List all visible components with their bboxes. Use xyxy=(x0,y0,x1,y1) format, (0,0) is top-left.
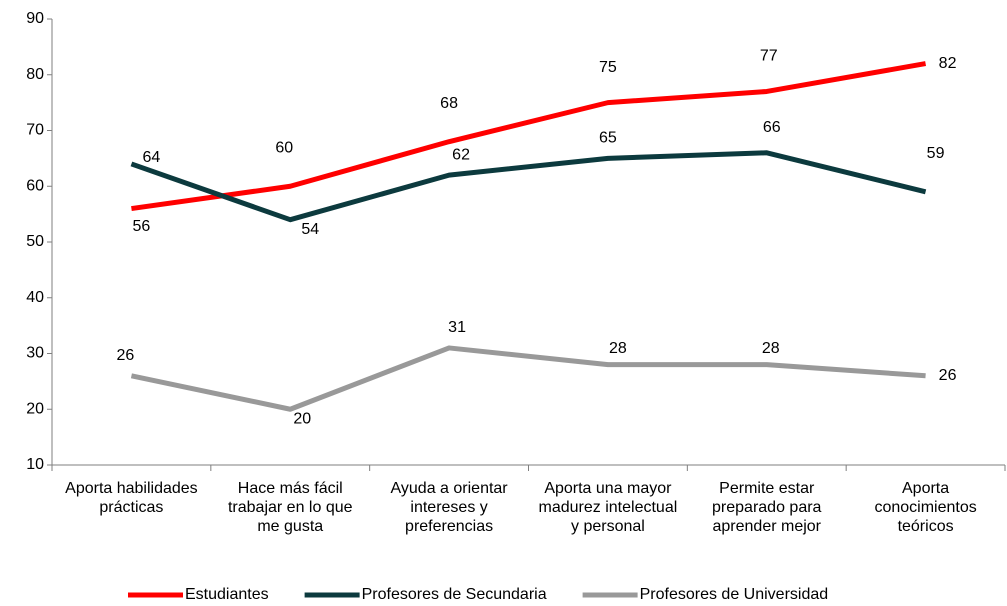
data-label: 26 xyxy=(117,347,135,364)
y-tick-label: 80 xyxy=(26,66,44,83)
data-label: 62 xyxy=(452,146,470,163)
data-label: 64 xyxy=(143,149,161,166)
y-tick-label: 20 xyxy=(26,400,44,417)
x-tick-label: Aporta conocimientos teóricos xyxy=(874,480,976,535)
data-label: 66 xyxy=(763,119,781,136)
data-label: 54 xyxy=(301,221,319,238)
y-tick-label: 70 xyxy=(26,122,44,139)
y-tick-label: 10 xyxy=(26,456,44,473)
data-label: 20 xyxy=(293,410,311,427)
legend-label: Estudiantes xyxy=(185,586,269,603)
series-line xyxy=(130,150,927,223)
legend-label: Profesores de Secundaria xyxy=(362,586,547,603)
data-label: 28 xyxy=(762,340,780,357)
x-tick-label: Aporta habilidades prácticas xyxy=(65,480,198,516)
y-tick-label: 30 xyxy=(26,345,44,362)
series-line xyxy=(131,61,927,212)
y-tick-label: 40 xyxy=(26,289,44,306)
data-label: 31 xyxy=(448,319,466,336)
data-label: 59 xyxy=(927,145,945,162)
data-label: 82 xyxy=(939,55,957,72)
data-label: 60 xyxy=(275,139,293,156)
data-label: 77 xyxy=(760,48,778,65)
data-label: 68 xyxy=(440,95,458,112)
legend-label: Profesores de Universidad xyxy=(640,586,829,603)
y-tick-label: 90 xyxy=(26,10,44,27)
x-tick-label: Aporta una mayor madurez intelectual y per… xyxy=(539,480,678,535)
data-label: 75 xyxy=(599,59,617,76)
series-line xyxy=(130,345,926,412)
x-tick-label: Permite estar preparado para aprender mejo… xyxy=(712,480,822,535)
x-tick-label: Hace más fácil trabajar en lo que me gusta xyxy=(228,480,353,535)
data-label: 65 xyxy=(599,130,617,147)
y-tick-label: 60 xyxy=(26,177,44,194)
data-label: 26 xyxy=(939,367,957,384)
y-tick-label: 50 xyxy=(26,233,44,250)
data-label: 56 xyxy=(133,218,151,235)
x-tick-label: Ayuda a orientar intereses y preferencias xyxy=(391,480,509,535)
data-label: 28 xyxy=(609,340,627,357)
